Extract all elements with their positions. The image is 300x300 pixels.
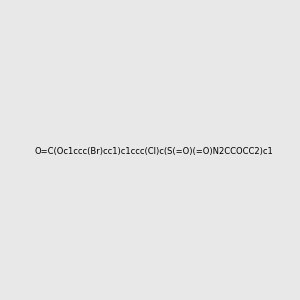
- Text: O=C(Oc1ccc(Br)cc1)c1ccc(Cl)c(S(=O)(=O)N2CCOCC2)c1: O=C(Oc1ccc(Br)cc1)c1ccc(Cl)c(S(=O)(=O)N2…: [34, 147, 273, 156]
